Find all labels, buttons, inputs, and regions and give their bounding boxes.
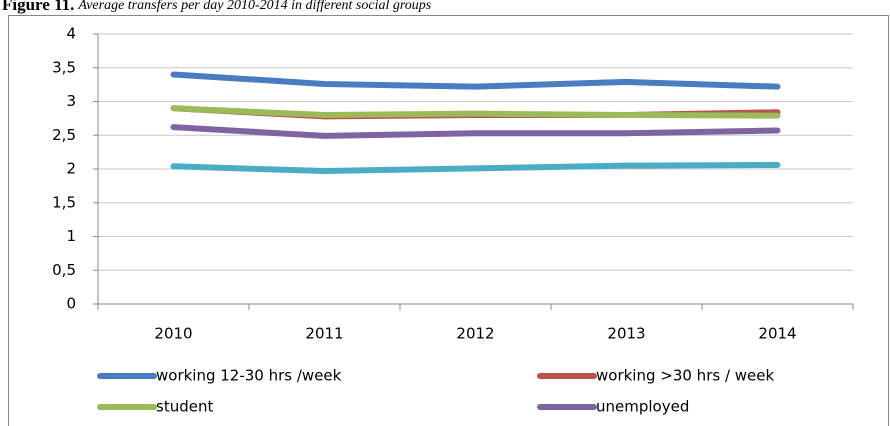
series-line — [170, 161, 781, 175]
y-tick-label: 0 — [66, 295, 76, 313]
series-line — [170, 71, 781, 90]
y-tick-label: 0,5 — [52, 261, 76, 279]
legend-label: working 12-30 hrs /week — [156, 367, 342, 385]
chart-title-block: Figure 11. Average transfers per day 2010… — [2, 0, 432, 14]
x-tick-label: 2011 — [305, 325, 343, 343]
y-tick-label: 3 — [66, 92, 76, 110]
y-tick-label: 3,5 — [52, 58, 76, 76]
series-line — [170, 105, 781, 119]
chart-frame — [8, 15, 889, 426]
y-tick-label: 2 — [66, 160, 76, 178]
y-tick-label: 1,5 — [52, 193, 76, 211]
x-tick-label: 2013 — [607, 325, 645, 343]
legend-label: working >30 hrs / week — [596, 367, 774, 385]
y-tick-label: 4 — [66, 25, 76, 43]
legend-label: student — [156, 398, 213, 416]
chart-title: Figure 11. — [2, 0, 74, 14]
x-tick-label: 2012 — [456, 325, 494, 343]
x-tick-label: 2014 — [758, 325, 796, 343]
y-tick-label: 1 — [66, 227, 76, 245]
chart-subtitle: Average transfers per day 2010-2014 in d… — [77, 0, 431, 13]
x-tick-label: 2010 — [154, 325, 192, 343]
legend-label: unemployed — [596, 398, 689, 416]
y-tick-label: 2,5 — [52, 126, 76, 144]
series-line — [170, 124, 781, 139]
